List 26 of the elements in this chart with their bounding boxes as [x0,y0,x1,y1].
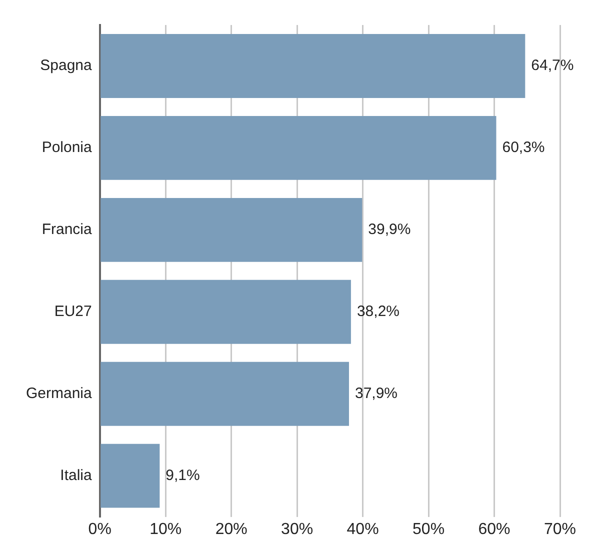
bar [100,280,351,344]
x-tick-label: 70% [544,520,576,538]
y-tick-label: Germania [26,384,93,402]
bar [100,34,526,98]
bar [100,198,362,262]
bar [100,362,349,426]
x-tick-label: 60% [478,520,510,538]
x-tick-label: 10% [150,520,182,538]
x-tick-label: 50% [412,520,445,538]
data-label: 39,9% [368,221,411,238]
data-label: 9,1% [166,466,200,484]
x-tick-label: 0% [88,520,112,538]
x-tick-label: 20% [215,520,248,538]
data-label: 64,7% [531,57,574,74]
data-label: 37,9% [354,384,398,402]
x-tick-label: 30% [281,520,314,538]
y-tick-label: Polonia [42,139,93,156]
x-tick-label: 40% [346,520,379,538]
data-label: 60,3% [502,139,545,156]
data-label: 38,2% [356,303,400,320]
bar [100,116,496,180]
y-tick-label: Italia [60,466,93,484]
bar [100,444,160,508]
y-tick-label: Spagna [40,57,93,74]
y-tick-label: Francia [42,221,93,238]
y-tick-label: EU27 [54,303,92,320]
